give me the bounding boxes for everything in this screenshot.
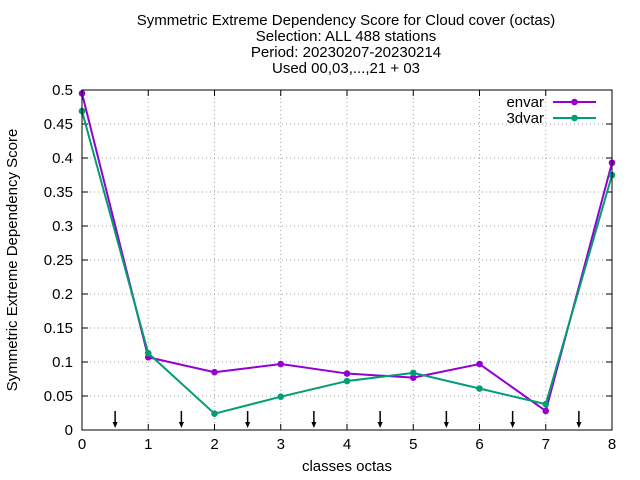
x-tick-label: 8 <box>608 436 616 453</box>
class-boundary-arrows <box>112 411 582 428</box>
arrow-head <box>576 422 582 428</box>
down-arrow-icon <box>112 411 118 428</box>
data-point-3dvar <box>211 410 218 417</box>
x-tick-label: 5 <box>409 436 417 453</box>
y-tick-label: 0.25 <box>44 252 73 269</box>
y-tick-label: 0.1 <box>52 354 73 371</box>
y-tick-label: 0.15 <box>44 320 73 337</box>
title-line-3: Period: 20230207-20230214 <box>251 44 441 61</box>
x-tick-label: 6 <box>475 436 483 453</box>
x-tick-label: 1 <box>144 436 152 453</box>
down-arrow-icon <box>245 411 251 428</box>
data-point-envar <box>277 360 285 368</box>
y-tick-labels: 0 0.05 0.1 0.15 0.2 0.25 0.3 0.35 0.4 0.45 0.5 <box>44 82 73 439</box>
arrow-head <box>245 422 251 428</box>
arrow-head <box>178 422 184 428</box>
y-tick-label: 0.05 <box>44 388 73 405</box>
data-point-3dvar <box>144 349 152 357</box>
y-tick-label: 0.35 <box>44 184 73 201</box>
legend-marker-3dvar <box>571 114 578 122</box>
data-point-envar <box>211 368 218 376</box>
chart-title: Symmetric Extreme Dependency Score for C… <box>137 12 555 77</box>
arrow-head <box>510 422 516 428</box>
x-tick-label: 3 <box>277 436 285 453</box>
title-line-2: Selection: ALL 488 stations <box>256 28 436 45</box>
data-point-envar <box>409 374 417 381</box>
x-tick-labels: 0 1 2 3 4 5 6 7 8 <box>78 436 616 453</box>
arrow-head <box>377 422 383 428</box>
x-tick-label: 4 <box>343 436 351 453</box>
x-tick-label: 2 <box>210 436 218 453</box>
arrow-head <box>112 422 118 428</box>
data-point-envar <box>476 360 483 368</box>
down-arrow-icon <box>377 411 383 428</box>
down-arrow-icon <box>311 411 317 428</box>
data-point-3dvar <box>542 400 550 408</box>
down-arrow-icon <box>178 411 184 428</box>
series-line-envar <box>81 93 613 413</box>
y-axis-label: Symmetric Extreme Dependency Score <box>4 129 21 392</box>
y-tick-label: 0.45 <box>44 116 73 133</box>
grid <box>81 89 613 431</box>
y-tick-label: 0.2 <box>52 286 73 303</box>
y-tick-label: 0.4 <box>52 150 73 167</box>
plot-frame <box>81 89 613 431</box>
x-tick-label: 7 <box>542 436 550 453</box>
data-point-3dvar <box>476 385 483 392</box>
data-point-3dvar <box>409 369 417 377</box>
legend-label-3dvar: 3dvar <box>506 110 544 127</box>
x-tick-label: 0 <box>78 436 86 453</box>
down-arrow-icon <box>510 411 516 428</box>
data-point-3dvar <box>277 393 285 400</box>
y-tick-label: 0.3 <box>52 218 73 235</box>
down-arrow-icon <box>576 411 582 428</box>
down-arrow-icon <box>443 411 449 428</box>
title-line-4: Used 00,03,...,21 + 03 <box>272 60 420 77</box>
series-envar <box>78 90 616 415</box>
data-point-envar <box>542 407 550 415</box>
legend-marker-envar <box>571 98 578 106</box>
title-line-1: Symmetric Extreme Dependency Score for C… <box>137 12 555 29</box>
y-tick-label: 0 <box>65 422 73 439</box>
data-point-envar <box>343 370 351 377</box>
arrow-head <box>311 422 317 428</box>
x-axis-label: classes octas <box>302 458 392 475</box>
data-point-3dvar <box>343 377 351 385</box>
series-layer <box>78 90 616 417</box>
arrow-head <box>443 422 449 428</box>
legend-label-envar: envar <box>506 94 544 111</box>
y-tick-label: 0.5 <box>52 82 73 99</box>
